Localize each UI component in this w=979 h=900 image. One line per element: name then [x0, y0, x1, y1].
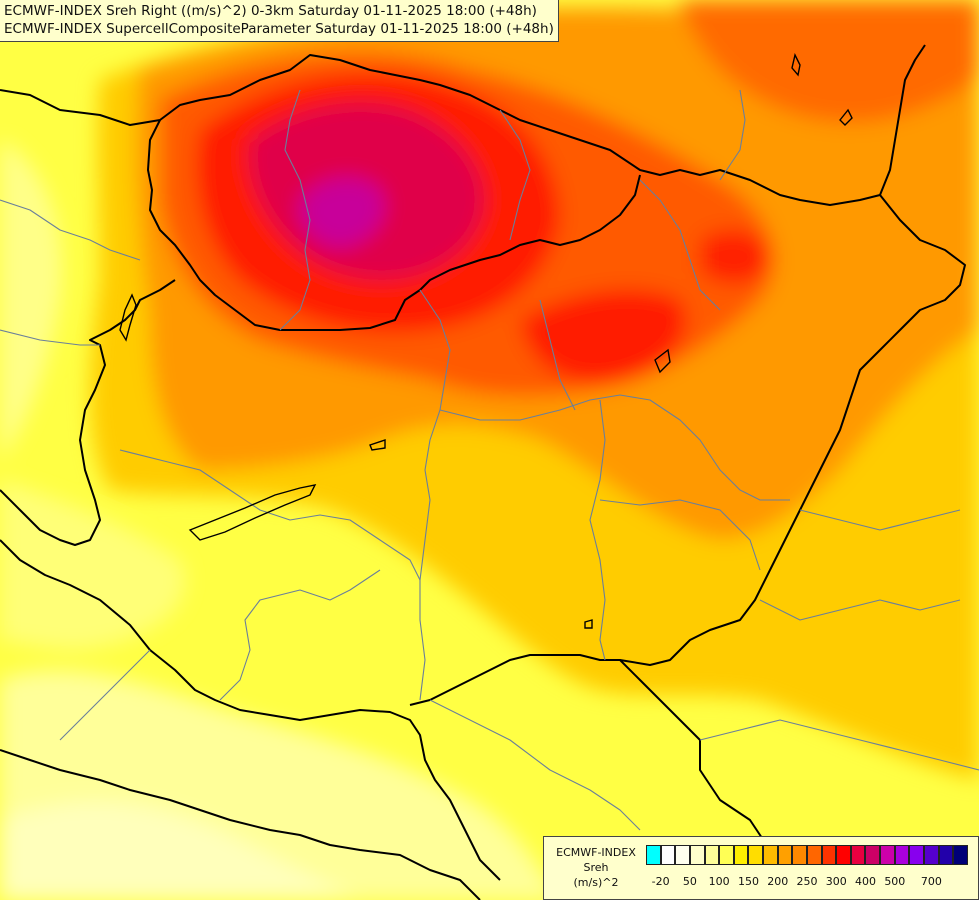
region-line-13 — [429, 699, 641, 831]
legend-tick-label: 150 — [737, 875, 759, 888]
region-line-7 — [539, 299, 576, 411]
legend-swatches — [646, 845, 968, 865]
border-austria — [0, 279, 176, 546]
field-pale-sw2 — [0, 801, 360, 900]
legend-swatch — [733, 845, 749, 865]
border-croatia — [0, 539, 501, 881]
region-line-1 — [279, 89, 311, 331]
region-line-16 — [0, 329, 100, 346]
legend-swatch — [763, 845, 778, 865]
legend-tick-label: 700 — [920, 875, 942, 888]
legend-model: ECMWF-INDEX — [556, 846, 636, 859]
lake-neusiedl — [119, 293, 137, 342]
region-line-6 — [599, 499, 761, 571]
region-line-8 — [639, 179, 721, 311]
region-line-4 — [439, 394, 790, 501]
legend-ticks: -20 50 100 150 200 250 300 400 500 700 — [646, 875, 976, 891]
region-line-11 — [219, 569, 381, 701]
region-borders — [0, 89, 979, 831]
field-pale-w — [0, 140, 62, 460]
legend-tick-label: -20 — [651, 875, 670, 888]
legend-swatch — [704, 845, 720, 865]
legend-swatch — [953, 845, 968, 865]
border-west-slovakia — [147, 119, 641, 331]
legend-swatch — [880, 845, 895, 865]
legend-tick-label: 50 — [682, 875, 697, 888]
legend-swatch — [938, 845, 954, 865]
region-line-14 — [699, 719, 979, 771]
border-slovenia — [0, 749, 481, 900]
field-red-e — [520, 289, 687, 383]
color-legend: ECMWF-INDEX Sreh (m/s)^2 -20 50 100 150 200 2… — [543, 836, 979, 900]
legend-swatch — [777, 845, 793, 865]
border-north — [0, 44, 926, 206]
field-redorange-ne — [680, 0, 979, 123]
legend-swatch — [806, 845, 822, 865]
legend-tick-label: 300 — [825, 875, 847, 888]
region-line-5 — [589, 399, 606, 661]
legend-swatch — [923, 845, 939, 865]
border-east-ukraine — [409, 194, 966, 706]
title-line-scp: ECMWF-INDEX SupercellCompositeParameter … — [4, 21, 554, 37]
legend-swatch — [894, 845, 910, 865]
lake-balaton — [188, 484, 317, 541]
region-line-17 — [759, 599, 961, 621]
legend-tick-label: 400 — [855, 875, 877, 888]
lakes — [119, 52, 853, 629]
legend-header: ECMWF-INDEX Sreh (m/s)^2 — [548, 845, 644, 890]
legend-swatch — [719, 845, 734, 865]
legend-swatch — [748, 845, 763, 865]
legend-swatch — [821, 845, 837, 865]
region-line-9 — [719, 89, 746, 181]
legend-swatch — [660, 845, 676, 865]
field-peak — [299, 177, 385, 248]
legend-swatch — [909, 845, 924, 865]
legend-swatch — [792, 845, 807, 865]
legend-tick-label: 250 — [796, 875, 818, 888]
legend-unit: (m/s)^2 — [573, 876, 619, 889]
legend-tick-label: 200 — [767, 875, 789, 888]
lake-small-1 — [369, 439, 386, 451]
region-line-10 — [499, 109, 531, 241]
legend-swatch — [850, 845, 866, 865]
legend-tick-label: 100 — [708, 875, 730, 888]
title-box: ECMWF-INDEX Sreh Right ((m/s)^2) 0-3km S… — [0, 0, 559, 42]
lake-small-2 — [839, 108, 853, 126]
lake-small-3 — [791, 52, 801, 77]
region-line-18 — [0, 199, 141, 261]
legend-swatch — [675, 845, 690, 865]
region-line-2 — [419, 289, 451, 701]
lake-small-5 — [584, 619, 593, 629]
field-pale-w2 — [0, 480, 186, 650]
legend-swatch — [836, 845, 851, 865]
region-line-15 — [799, 509, 961, 531]
legend-swatch — [865, 845, 880, 865]
lake-small-4 — [654, 348, 671, 374]
region-line-3 — [119, 449, 421, 581]
legend-field: Sreh — [583, 861, 609, 874]
region-line-12 — [59, 649, 151, 741]
field-red-ne — [700, 229, 770, 284]
legend-tick-label: 500 — [884, 875, 906, 888]
legend-swatch — [689, 845, 705, 865]
legend-swatch — [646, 845, 661, 865]
title-line-sreh: ECMWF-INDEX Sreh Right ((m/s)^2) 0-3km S… — [4, 3, 537, 19]
